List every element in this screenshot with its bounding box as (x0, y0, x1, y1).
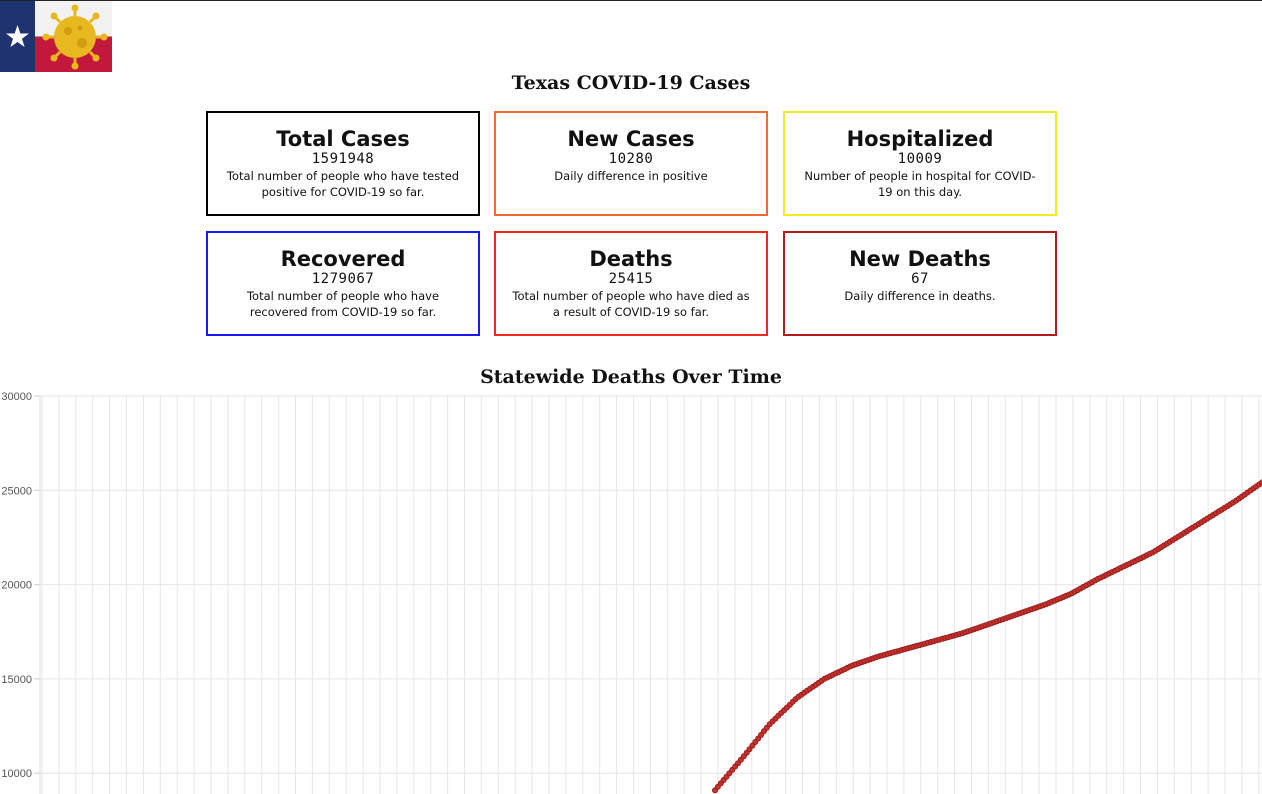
card-total-cases: Total Cases 1591948 Total number of peop… (206, 111, 480, 216)
card-title: New Deaths (849, 247, 991, 271)
card-hospitalized: Hospitalized 10009 Number of people in h… (783, 111, 1057, 216)
y-tick-label: 30000 (1, 391, 32, 403)
data-point (1259, 479, 1262, 486)
card-value: 25415 (608, 271, 654, 287)
texas-covid-logo (0, 1, 112, 72)
card-description: Number of people in hospital for COVID-1… (804, 169, 1036, 199)
y-tick-label: 25000 (1, 485, 32, 497)
card-description: Total number of people who have died as … (512, 289, 750, 319)
card-description: Daily difference in deaths. (844, 289, 996, 303)
deaths-chart-svg: 30000 25000 20000 15000 10000 (1, 391, 1262, 794)
card-description: Total number of people who have recovere… (246, 289, 440, 319)
card-title: Deaths (589, 247, 673, 271)
card-recovered: Recovered 1279067 Total number of people… (206, 231, 480, 336)
y-tick-label: 15000 (1, 674, 32, 686)
card-new-cases: New Cases 10280 Daily difference in posi… (494, 111, 768, 216)
deaths-chart: 30000 25000 20000 15000 10000 (0, 388, 1262, 794)
card-value: 67 (911, 271, 929, 287)
card-value: 1591948 (311, 151, 375, 167)
card-value: 10009 (897, 151, 943, 167)
card-description: Daily difference in positive (554, 169, 708, 183)
chart-title: Statewide Deaths Over Time (480, 366, 782, 388)
card-new-deaths: New Deaths 67 Daily difference in deaths… (783, 231, 1057, 336)
card-title: New Cases (567, 127, 695, 151)
card-title: Recovered (280, 247, 406, 271)
card-value: 1279067 (311, 271, 375, 287)
card-title: Total Cases (276, 127, 410, 151)
y-tick-label: 10000 (1, 768, 32, 780)
page-title: Texas COVID-19 Cases (511, 72, 751, 94)
card-deaths: Deaths 25415 Total number of people who … (494, 231, 768, 336)
card-value: 10280 (608, 151, 654, 167)
card-description: Total number of people who have tested p… (226, 169, 460, 199)
card-title: Hospitalized (846, 127, 994, 151)
y-tick-label: 20000 (1, 580, 32, 592)
top-rule (0, 0, 1262, 1)
